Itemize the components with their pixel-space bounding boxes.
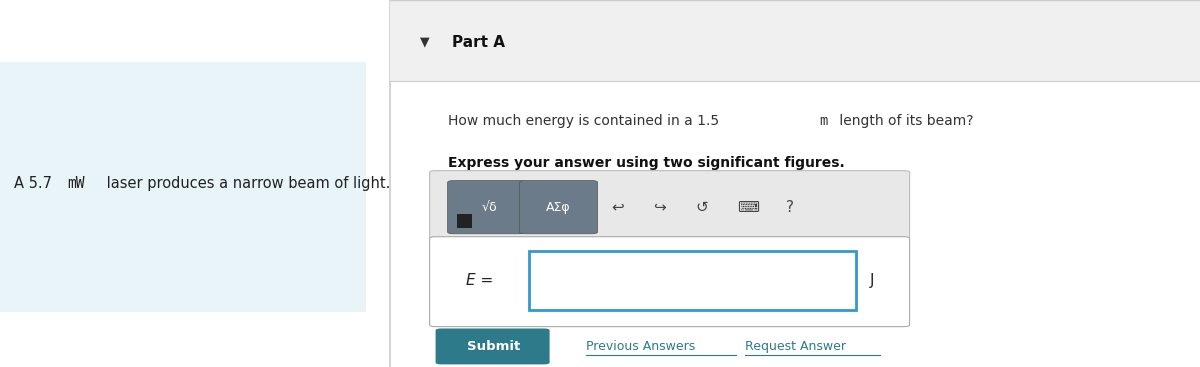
FancyBboxPatch shape bbox=[430, 237, 910, 327]
Text: Submit: Submit bbox=[467, 340, 520, 353]
FancyBboxPatch shape bbox=[457, 214, 472, 228]
FancyBboxPatch shape bbox=[448, 181, 526, 234]
Text: Express your answer using two significant figures.: Express your answer using two significan… bbox=[448, 156, 845, 170]
FancyBboxPatch shape bbox=[529, 251, 856, 310]
Text: How much energy is contained in a 1.5: How much energy is contained in a 1.5 bbox=[448, 114, 724, 128]
Text: Previous Answers: Previous Answers bbox=[586, 340, 695, 353]
FancyBboxPatch shape bbox=[390, 0, 1200, 81]
Text: A 5.7: A 5.7 bbox=[14, 176, 58, 191]
Text: Request Answer: Request Answer bbox=[745, 340, 846, 353]
Text: J: J bbox=[870, 273, 875, 288]
Text: ↪: ↪ bbox=[654, 200, 666, 215]
Text: ⌨: ⌨ bbox=[737, 200, 758, 215]
Text: length of its beam?: length of its beam? bbox=[835, 114, 973, 128]
Text: laser produces a narrow beam of light.: laser produces a narrow beam of light. bbox=[102, 176, 390, 191]
FancyBboxPatch shape bbox=[0, 62, 366, 312]
Text: ▼: ▼ bbox=[420, 36, 430, 49]
Text: ↺: ↺ bbox=[696, 200, 708, 215]
FancyBboxPatch shape bbox=[430, 171, 910, 239]
Text: ↩: ↩ bbox=[612, 200, 624, 215]
Text: ?: ? bbox=[786, 200, 793, 215]
Text: √δ: √δ bbox=[481, 201, 498, 214]
Text: mW: mW bbox=[67, 176, 85, 191]
FancyBboxPatch shape bbox=[520, 181, 598, 234]
Text: ΑΣφ: ΑΣφ bbox=[546, 201, 570, 214]
Text: Part A: Part A bbox=[452, 35, 505, 50]
FancyBboxPatch shape bbox=[436, 328, 550, 364]
Text: m: m bbox=[820, 114, 828, 128]
Text: E =: E = bbox=[466, 273, 493, 288]
